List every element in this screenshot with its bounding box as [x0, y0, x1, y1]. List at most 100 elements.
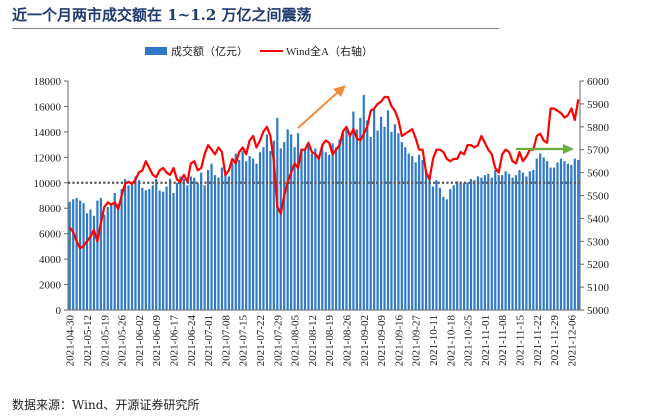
bar	[307, 145, 310, 310]
bar	[321, 145, 324, 310]
bar	[442, 196, 445, 310]
x-tick-label: 2021-08-26	[341, 315, 353, 367]
x-tick-label: 2021-06-24	[186, 315, 198, 367]
bar	[431, 186, 435, 310]
bar	[255, 163, 258, 310]
bar	[476, 176, 480, 310]
bar	[421, 159, 424, 310]
bar	[411, 156, 414, 310]
bar	[535, 158, 538, 310]
bar	[224, 172, 227, 310]
bar	[445, 199, 448, 310]
bar	[459, 182, 462, 310]
bar	[207, 170, 210, 310]
bar	[75, 198, 78, 310]
x-tick-label: 2021-11-29	[549, 315, 561, 366]
bar	[359, 117, 362, 311]
bar	[245, 161, 248, 310]
bar	[483, 175, 486, 310]
source-note: 数据来源：Wind、开源证券研究所	[12, 398, 200, 412]
chart-title: 近一个月两市成交额在 1~1.2 万亿之间震荡	[12, 6, 312, 24]
bar	[317, 154, 320, 310]
bar	[210, 163, 213, 310]
bar	[89, 209, 92, 310]
bar	[563, 161, 566, 310]
bar	[404, 147, 407, 310]
bar	[117, 204, 120, 310]
bar	[435, 180, 438, 310]
bar	[352, 111, 355, 311]
bar	[144, 190, 147, 310]
bar	[262, 147, 265, 310]
bar	[123, 178, 127, 310]
bar	[182, 178, 185, 310]
bar	[504, 171, 507, 310]
bar	[82, 203, 85, 310]
bar	[141, 187, 144, 310]
bar	[293, 147, 296, 310]
bar	[390, 131, 393, 310]
bar	[376, 130, 379, 310]
legend: 成交额（亿元） Wind全A（右轴）	[145, 44, 373, 58]
bar	[566, 163, 569, 310]
left-tick-label: 8000	[39, 203, 62, 215]
bar	[546, 161, 549, 310]
x-tick-label: 2021-05-12	[82, 315, 94, 366]
x-tick-label: 2021-11-08	[497, 315, 509, 366]
bar	[331, 143, 334, 310]
bar	[366, 120, 369, 310]
bar	[172, 192, 175, 310]
bar	[418, 154, 421, 310]
right-tick-label: 5900	[587, 99, 610, 111]
left-tick-label: 12000	[34, 152, 62, 164]
bar	[151, 185, 154, 310]
bar	[507, 173, 511, 310]
bar	[213, 175, 217, 310]
bar	[155, 178, 158, 310]
bar	[276, 117, 279, 311]
bar	[494, 170, 497, 310]
x-tick-label: 2021-07-22	[255, 315, 267, 366]
bar	[480, 177, 483, 310]
x-tick-label: 2021-04-30	[65, 315, 77, 367]
legend-swatch-volume	[145, 47, 167, 55]
bar	[296, 133, 300, 310]
bar	[428, 175, 431, 310]
x-tick-label: 2021-08-05	[290, 315, 302, 367]
up-arrowhead-icon	[333, 85, 346, 97]
bar	[552, 167, 556, 310]
x-tick-label: 2021-11-01	[480, 315, 492, 366]
bar	[303, 149, 307, 310]
x-tick-label: 2021-10-25	[463, 315, 475, 367]
bar	[300, 148, 303, 310]
bar	[400, 142, 403, 310]
title-divider	[12, 28, 499, 29]
bar	[379, 116, 383, 310]
bar	[528, 171, 531, 310]
bar	[165, 186, 168, 310]
bar	[220, 167, 224, 310]
bar	[168, 178, 172, 310]
bar	[463, 182, 466, 310]
x-tick-label: 2021-09-16	[393, 315, 405, 367]
bar	[72, 199, 75, 310]
bar	[328, 154, 331, 310]
bar	[345, 128, 348, 310]
bar	[158, 190, 161, 310]
bar	[85, 213, 89, 310]
bar	[518, 170, 521, 310]
bar	[110, 203, 113, 310]
bar	[196, 182, 199, 310]
x-tick-label: 2021-08-12	[307, 315, 319, 366]
bar	[466, 182, 469, 310]
bar	[393, 124, 397, 310]
bar	[525, 176, 528, 310]
bar	[193, 177, 196, 310]
bar	[134, 176, 137, 310]
bar	[272, 140, 275, 310]
bar	[559, 158, 563, 310]
legend-label-volume: 成交额（亿元）	[171, 44, 248, 58]
bar	[469, 178, 473, 310]
right-tick-label: 5700	[587, 145, 610, 157]
